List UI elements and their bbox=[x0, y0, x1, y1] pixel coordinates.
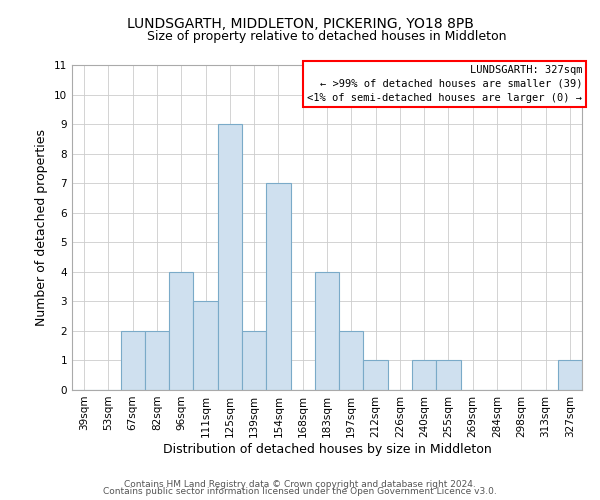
X-axis label: Distribution of detached houses by size in Middleton: Distribution of detached houses by size … bbox=[163, 442, 491, 456]
Bar bbox=[193, 302, 218, 390]
Bar bbox=[364, 360, 388, 390]
Bar bbox=[315, 272, 339, 390]
Bar bbox=[436, 360, 461, 390]
Title: Size of property relative to detached houses in Middleton: Size of property relative to detached ho… bbox=[147, 30, 507, 43]
Bar bbox=[266, 183, 290, 390]
Bar bbox=[242, 331, 266, 390]
Bar bbox=[339, 331, 364, 390]
Y-axis label: Number of detached properties: Number of detached properties bbox=[35, 129, 49, 326]
Text: LUNDSGARTH, MIDDLETON, PICKERING, YO18 8PB: LUNDSGARTH, MIDDLETON, PICKERING, YO18 8… bbox=[127, 18, 473, 32]
Text: LUNDSGARTH: 327sqm
← >99% of detached houses are smaller (39)
<1% of semi-detach: LUNDSGARTH: 327sqm ← >99% of detached ho… bbox=[307, 65, 582, 103]
Bar bbox=[218, 124, 242, 390]
Text: Contains HM Land Registry data © Crown copyright and database right 2024.: Contains HM Land Registry data © Crown c… bbox=[124, 480, 476, 489]
Bar bbox=[558, 360, 582, 390]
Text: Contains public sector information licensed under the Open Government Licence v3: Contains public sector information licen… bbox=[103, 488, 497, 496]
Bar bbox=[121, 331, 145, 390]
Bar bbox=[145, 331, 169, 390]
Bar bbox=[412, 360, 436, 390]
Bar bbox=[169, 272, 193, 390]
